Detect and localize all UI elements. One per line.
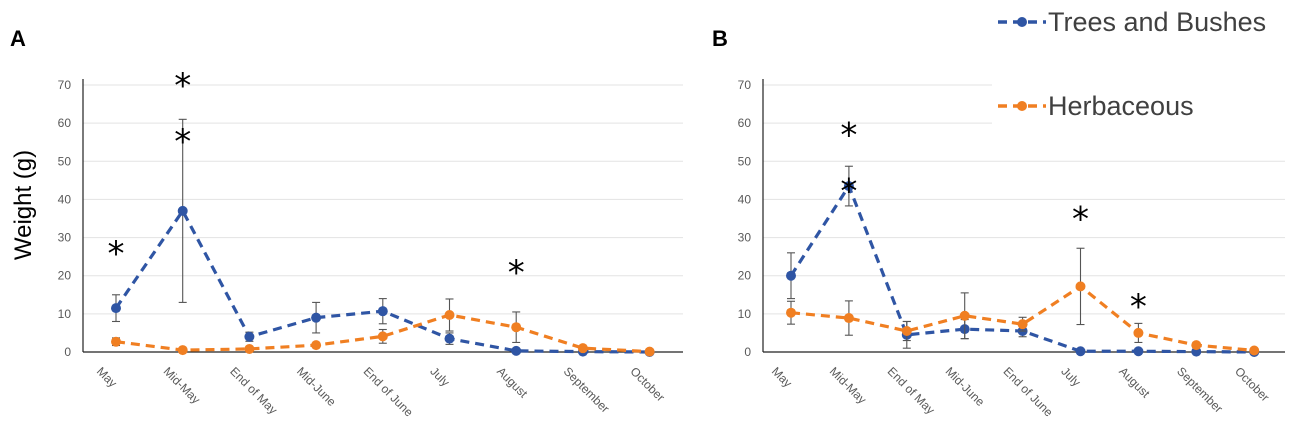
point-trees-and-bushes-end-of-june (377, 306, 388, 317)
x-tick-label-mid-may: Mid-May (827, 364, 869, 406)
point-herbaceous-october (1249, 345, 1260, 356)
x-tick-label-mid-june: Mid-June (943, 364, 988, 409)
point-trees-and-bushes-may (786, 270, 796, 281)
point-herbaceous-september (1191, 340, 1202, 351)
x-tick-label-october: October (1232, 364, 1272, 404)
x-tick-label-august: August (1116, 364, 1153, 401)
point-herbaceous-end-of-may (244, 343, 255, 354)
point-trees-and-bushes-august (511, 345, 522, 356)
point-trees-and-bushes-mid-may (843, 181, 854, 192)
significance-star-mid-may: * (174, 122, 191, 162)
significance-star-july: * (1072, 200, 1089, 240)
x-tick-label-september: September (561, 364, 612, 415)
significance-star-mid-may: * (840, 172, 857, 212)
x-tick-label-end-of-may: End of May (227, 364, 280, 417)
x-tick-label-july: July (427, 364, 452, 389)
y-tick-label-0: 0 (744, 345, 751, 359)
point-herbaceous-august (1133, 327, 1144, 338)
y-tick-label-10: 10 (738, 307, 752, 321)
significance-star-august: * (508, 253, 525, 293)
y-tick-label-20: 20 (58, 269, 72, 283)
y-tick-label-50: 50 (58, 154, 72, 168)
legend: Trees and Bushes Herbaceous (992, 0, 1299, 124)
point-trees-and-bushes-may (111, 303, 121, 314)
x-tick-label-august: August (494, 364, 531, 401)
point-herbaceous-august (511, 322, 522, 333)
y-tick-label-0: 0 (64, 345, 71, 359)
point-trees-and-bushes-august (1133, 346, 1144, 357)
x-tick-label-end-of-june: End of June (1000, 364, 1055, 419)
x-tick-label-may: May (94, 364, 120, 390)
point-herbaceous-end-of-june (377, 331, 388, 342)
x-tick-label-end-of-may: End of May (885, 364, 938, 417)
point-herbaceous-mid-june (311, 340, 322, 351)
y-tick-label-20: 20 (738, 269, 752, 283)
panel-a: 0 10 20 30 40 50 60 70 May Mid-May End of May Mid-J… (58, 66, 683, 420)
x-tick-label-mid-june: Mid-June (294, 364, 339, 409)
y-axis-label: Weight (g) (10, 150, 37, 260)
y-tick-label-40: 40 (58, 192, 72, 206)
legend-marker-herbaceous (1017, 101, 1027, 111)
point-herbaceous-end-of-june (1017, 319, 1028, 330)
point-herbaceous-may (111, 336, 121, 347)
point-herbaceous-july (1075, 281, 1086, 292)
legend-marker-trees (1017, 17, 1027, 27)
point-herbaceous-july (444, 310, 455, 321)
x-tick-label-july: July (1058, 364, 1083, 389)
legend-label-trees: Trees and Bushes (1048, 7, 1266, 37)
point-herbaceous-september (577, 343, 588, 354)
series-line-herbaceous (790, 284, 1255, 353)
point-trees-and-bushes-end-of-may (244, 331, 255, 342)
point-herbaceous-end-of-may (901, 326, 912, 337)
legend-label-herbaceous: Herbaceous (1048, 91, 1194, 121)
point-trees-and-bushes-july (444, 333, 455, 344)
y-tick-label-50: 50 (738, 154, 752, 168)
point-trees-and-bushes-mid-may (177, 205, 188, 216)
point-herbaceous-mid-may (843, 313, 854, 324)
y-tick-label-10: 10 (58, 307, 72, 321)
point-herbaceous-mid-may (177, 345, 188, 356)
y-tick-label-70: 70 (58, 78, 72, 92)
significance-star-may: * (108, 234, 125, 274)
panel-b: 0 10 20 30 40 50 60 70 May Mid-May End of May Mid-J… (738, 78, 1285, 420)
point-herbaceous-may (786, 307, 796, 318)
x-tick-label-may: May (769, 364, 795, 390)
significance-star-mid-may: * (174, 66, 191, 106)
y-tick-label-60: 60 (58, 116, 72, 130)
y-tick-label-30: 30 (738, 231, 752, 245)
x-tick-label-october: October (627, 364, 667, 404)
significance-star-august: * (1130, 287, 1147, 327)
y-tick-label-60: 60 (738, 116, 752, 130)
y-tick-label-40: 40 (738, 192, 752, 206)
point-herbaceous-mid-june (959, 310, 970, 321)
panel-letter-a: A (10, 26, 26, 51)
point-trees-and-bushes-july (1075, 346, 1086, 357)
x-tick-label-mid-may: Mid-May (161, 364, 203, 406)
significance-star-mid-may: * (840, 116, 857, 156)
series-line-herbaceous (115, 313, 650, 354)
y-tick-label-70: 70 (738, 78, 752, 92)
x-tick-label-end-of-june: End of June (361, 364, 416, 419)
point-trees-and-bushes-mid-june (311, 312, 322, 323)
panel-letter-b: B (712, 26, 728, 51)
y-tick-label-30: 30 (58, 231, 72, 245)
point-herbaceous-october (644, 346, 655, 357)
x-tick-label-september: September (1174, 364, 1225, 415)
